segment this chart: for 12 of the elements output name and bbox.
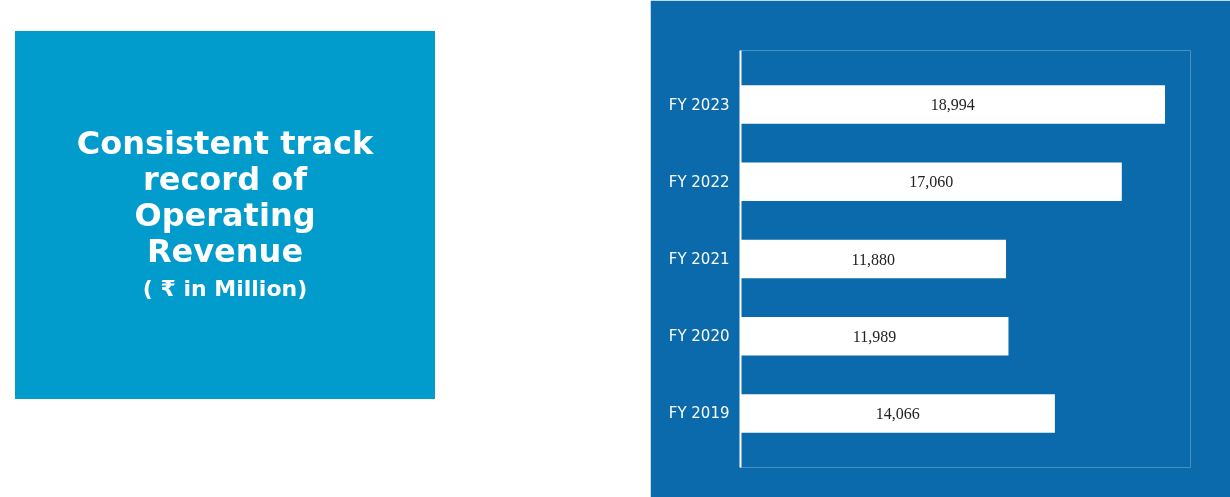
data-label: 17,060 [909,173,954,191]
y-tick-label: FY 2021 [668,250,730,268]
data-label: 18,994 [930,96,975,114]
y-tick-label: FY 2022 [668,172,730,191]
data-label: 14,066 [875,404,920,422]
y-tick-label: FY 2023 [668,95,730,114]
data-label: 11,989 [852,327,897,345]
y-tick-label: FY 2019 [668,404,730,423]
text: Consistent track record of Operating Revenue [75,124,375,271]
text: ( ₹ in Million) [142,275,308,304]
data-label: 11,880 [851,250,895,268]
y-tick-label: FY 2020 [668,327,730,346]
